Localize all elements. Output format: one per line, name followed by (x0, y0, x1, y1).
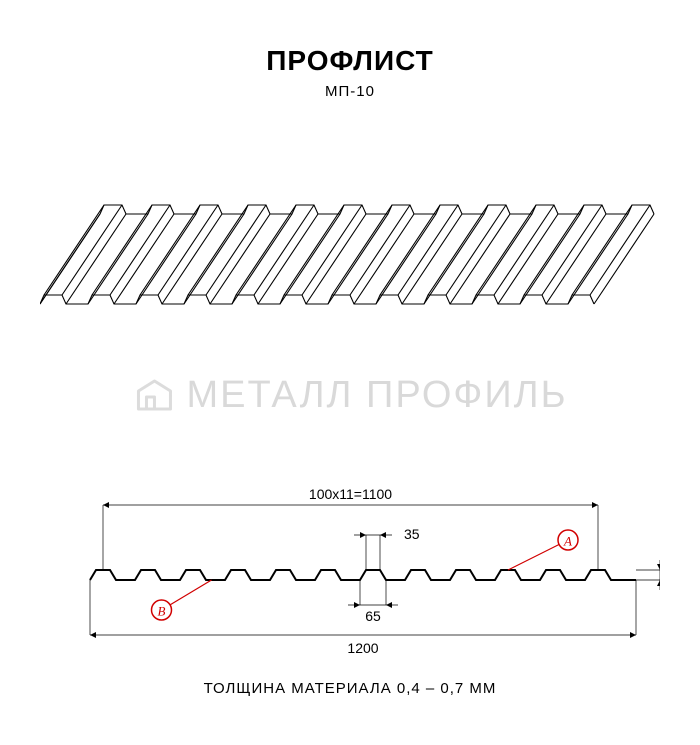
svg-text:A: A (563, 534, 572, 549)
thickness-label: ТОЛЩИНА МАТЕРИАЛА 0,4 – 0,7 ММ (0, 680, 700, 697)
isometric-view (40, 195, 660, 400)
svg-text:100x11=1100: 100x11=1100 (309, 486, 392, 502)
page-title: ПРОФЛИСТ (0, 45, 700, 77)
svg-text:B: B (158, 604, 166, 619)
svg-text:35: 35 (404, 526, 420, 542)
svg-text:1200: 1200 (347, 640, 378, 656)
svg-text:65: 65 (365, 608, 381, 624)
page-subtitle: МП-10 (0, 83, 700, 100)
profile-section: 100x11=11003565101200AB (60, 485, 640, 670)
